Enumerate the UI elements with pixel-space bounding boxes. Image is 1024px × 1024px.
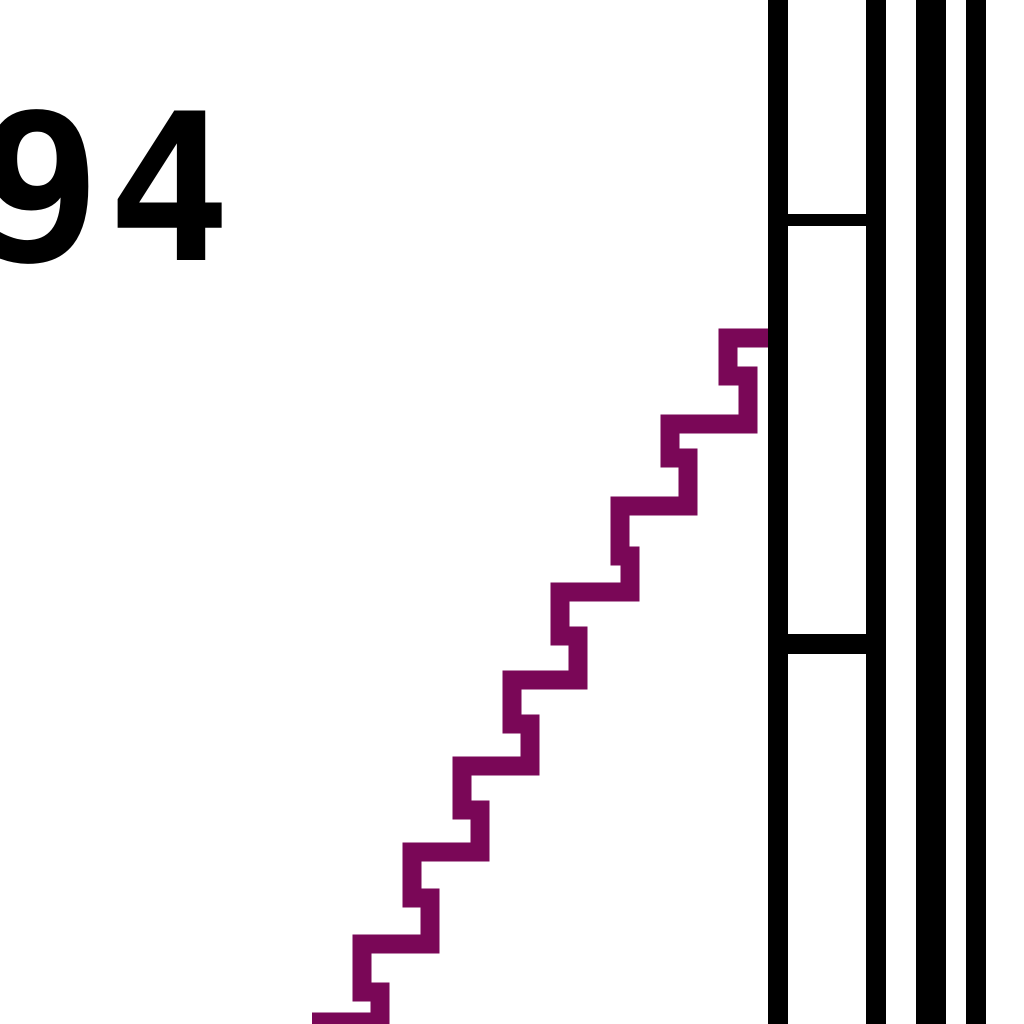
horizontal-divider-bottom <box>768 634 886 654</box>
horizontal-divider-top <box>768 214 886 226</box>
vertical-line-thick <box>916 0 946 1024</box>
wavy-connector-line <box>312 328 768 1024</box>
vertical-line-left <box>768 0 788 1024</box>
vertical-line-right <box>966 0 986 1024</box>
number-label: 94 <box>0 71 237 309</box>
vertical-line-middle <box>866 0 886 1024</box>
